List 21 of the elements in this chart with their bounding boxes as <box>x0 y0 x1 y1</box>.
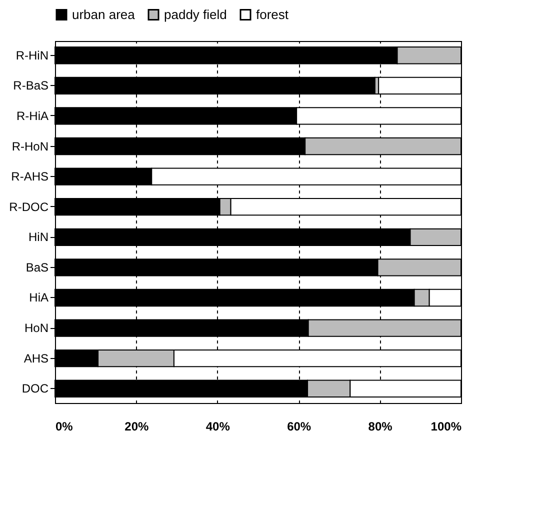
x-tick-label: 0% <box>56 420 74 434</box>
legend-label: urban area <box>72 6 136 22</box>
y-tick-label: R-AHS <box>11 170 48 184</box>
x-tick-label: 40% <box>206 420 230 434</box>
y-tick-label: AHS <box>24 351 48 366</box>
y-tick-label: HiA <box>29 290 48 305</box>
y-tick-label: DOC <box>22 382 49 396</box>
y-tick-label: HiN <box>28 230 48 244</box>
y-tick-label: R-HiN <box>16 48 48 62</box>
y-tick-label: HoN <box>24 321 48 336</box>
legend-label: forest <box>256 6 289 22</box>
y-tick-label: R-HiA <box>16 108 48 123</box>
y-tick-label: BaS <box>26 260 48 274</box>
y-tick-label: R-HoN <box>12 139 48 154</box>
y-tick-label: R-DOC <box>9 200 49 214</box>
x-tick-label: 100% <box>430 420 462 434</box>
x-tick-label: 20% <box>124 420 150 434</box>
x-tick-label: 60% <box>287 420 312 434</box>
legend-label: paddy field <box>164 6 227 22</box>
x-tick-label: 80% <box>368 420 393 434</box>
y-tick-label: R-BaS <box>13 78 48 93</box>
